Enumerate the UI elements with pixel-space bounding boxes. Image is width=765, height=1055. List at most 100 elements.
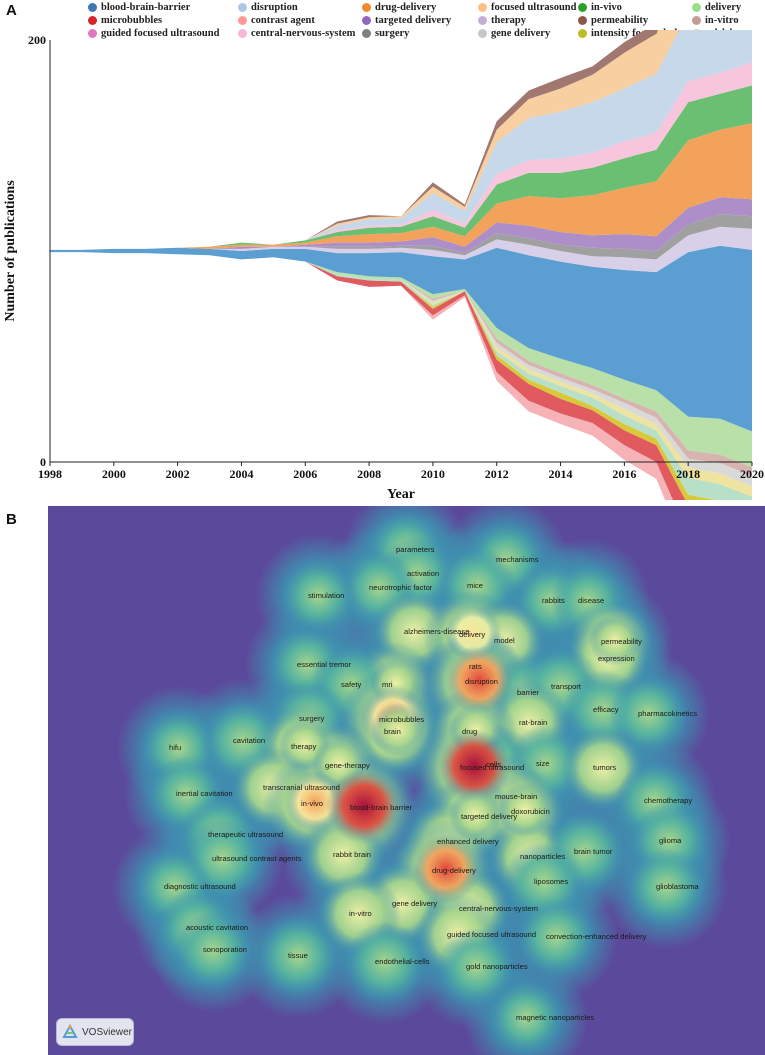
x-tick-label: 2002: [166, 467, 190, 481]
keyword-labels: parameters mechanisms activation mice neurot…: [164, 545, 699, 1022]
x-tick-label: 2018: [676, 467, 700, 481]
legend-label: focused ultrasound: [491, 1, 577, 13]
x-tick-label: 2010: [421, 467, 445, 481]
keyword-label: efficacy: [593, 705, 619, 714]
density-mid-blob: [489, 981, 563, 1055]
keyword-label: doxorubicin: [511, 807, 550, 816]
density-hot-blob: [449, 789, 501, 841]
keyword-label: tissue: [288, 951, 308, 960]
keyword-label: alzheimers-disease: [404, 627, 469, 636]
legend-label: in-vitro: [705, 14, 739, 26]
legend-item: central-nervous-system: [238, 26, 355, 40]
keyword-label: nanoparticles: [520, 852, 565, 861]
keyword-label: gene delivery: [392, 899, 437, 908]
keyword-label: expression: [598, 654, 635, 663]
vosviewer-logo-icon: [62, 1024, 78, 1038]
x-tick-label: 2008: [357, 467, 381, 481]
legend-swatch: [478, 28, 487, 38]
density-hot-blob: [497, 782, 553, 838]
legend-label: therapy: [491, 14, 526, 26]
legend-swatch: [362, 15, 371, 25]
keyword-label: rat-brain: [519, 718, 547, 727]
keyword-label: ultrasound contrast agents: [212, 854, 302, 863]
legend-label: in-vivo: [591, 1, 622, 13]
keyword-label: essential tremor: [297, 660, 351, 669]
keyword-label: in-vivo: [301, 799, 323, 808]
keyword-label: microbubbles: [379, 715, 424, 724]
legend-label: microbubbles: [101, 14, 163, 26]
x-tick-label: 2016: [612, 467, 636, 481]
keyword-label: central-nervous-system: [459, 904, 538, 913]
keyword-label: gene-therapy: [325, 761, 370, 770]
density-hot-blob: [444, 645, 514, 715]
vosviewer-label: VOSviewer: [82, 1026, 133, 1038]
legend-item: blood-brain-barrier: [88, 0, 190, 14]
density-mid-blob: [344, 921, 426, 1003]
keyword-label: model: [494, 636, 515, 645]
keyword-label: liposomes: [534, 877, 568, 886]
stream-targeted-delivery: [50, 197, 752, 254]
keyword-label: parameters: [396, 545, 435, 554]
legend-swatch: [478, 15, 487, 25]
keyword-label: brain tumor: [574, 847, 613, 856]
legend-item: delivery: [692, 0, 741, 14]
legend-swatch: [578, 15, 587, 25]
keyword-label: barrier: [517, 688, 539, 697]
legend-swatch: [238, 2, 247, 12]
y-axis-title: Number of publications: [3, 180, 18, 322]
density-hot-blob: [589, 614, 641, 666]
density-mid-blob: [626, 847, 706, 927]
keyword-label: cavitation: [233, 736, 265, 745]
x-tick-label: 2014: [549, 467, 573, 481]
density-hot-blob: [370, 702, 426, 758]
stream-blood-brain-barrier: [50, 245, 752, 432]
y-tick-label: 200: [28, 33, 46, 47]
keyword-label: activation: [407, 569, 439, 578]
keyword-label: delivery: [459, 630, 485, 639]
density-mid-blob: [608, 674, 688, 754]
legend-label: surgery: [375, 27, 410, 39]
keyword-label: drug-delivery: [432, 866, 476, 875]
vosviewer-badge: VOSviewer: [56, 1018, 134, 1046]
keyword-label: sonoporation: [203, 945, 247, 954]
x-axis-title: Year: [387, 487, 415, 500]
keyword-label: magnetic nanoparticles: [516, 1013, 594, 1022]
legend-swatch: [362, 2, 371, 12]
keyword-label: brain: [384, 727, 401, 736]
density-mid-blob: [516, 897, 596, 977]
legend-label: gene delivery: [491, 27, 551, 39]
legend-item: therapy: [478, 13, 526, 27]
legend-item: permeability: [578, 13, 648, 27]
legend-label: disruption: [251, 1, 298, 13]
stream-central-nervous-system: [50, 62, 752, 250]
legend-item: disruption: [238, 0, 298, 14]
keyword-label: transport: [551, 682, 582, 691]
keyword-label: glioma: [659, 836, 682, 845]
keyword-label: acoustic cavitation: [186, 923, 248, 932]
keyword-label: convection-enhanced delivery: [546, 932, 647, 941]
legend-item: gene delivery: [478, 26, 550, 40]
keyword-density-map: parameters mechanisms activation mice neurot…: [48, 506, 765, 1055]
legend-swatch: [578, 2, 587, 12]
legend-label: drug-delivery: [375, 1, 437, 13]
x-tick-label: 1998: [38, 467, 62, 481]
stream-surgery: [50, 214, 752, 260]
legend-swatch: [692, 2, 701, 12]
keyword-label: chemotherapy: [644, 796, 692, 805]
legend-swatch: [238, 28, 247, 38]
keyword-label: disruption: [465, 677, 498, 686]
legend-swatch: [88, 15, 97, 25]
keyword-label: cells: [486, 760, 501, 769]
legend-swatch: [238, 15, 247, 25]
legend-item: targeted delivery: [362, 13, 451, 27]
keyword-label: endothelial-cells: [375, 957, 430, 966]
x-tick-label: 2004: [229, 467, 253, 481]
legend-swatch: [692, 15, 701, 25]
keyword-label: pharmacokinetics: [638, 709, 697, 718]
keyword-label: surgery: [299, 714, 325, 723]
keyword-label: mouse-brain: [495, 792, 537, 801]
keyword-label: blood-brain barrier: [350, 803, 413, 812]
keyword-label: guided focused ultrasound: [447, 930, 536, 939]
legend-item: guided focused ultrasound: [88, 26, 219, 40]
